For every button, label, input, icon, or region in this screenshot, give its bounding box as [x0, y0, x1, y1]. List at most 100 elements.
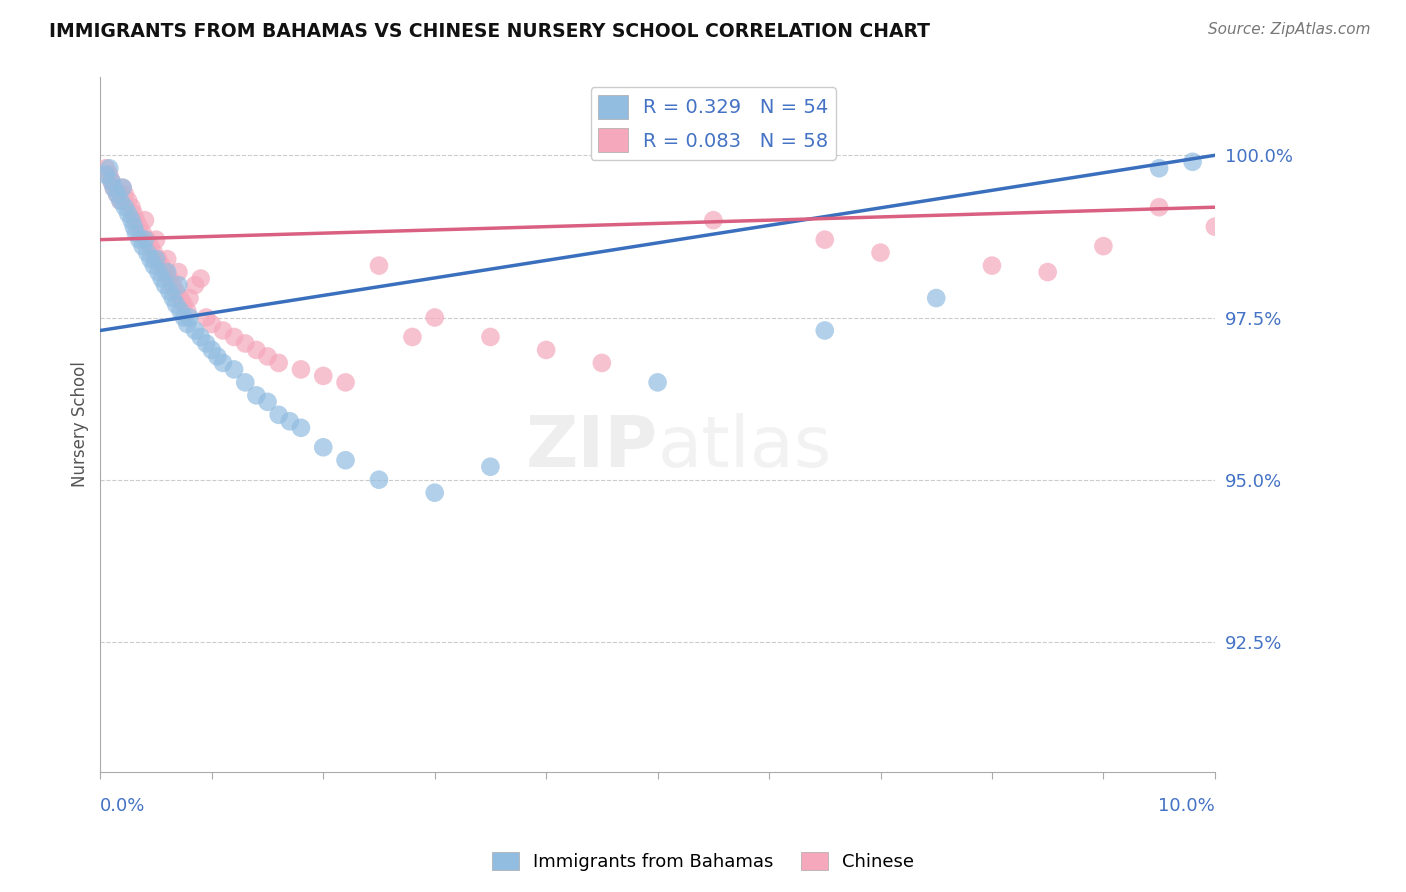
Point [184, 323, 207, 337]
Point [111, 180, 134, 194]
Point [1092, 239, 1115, 253]
Point [256, 350, 278, 364]
Point [981, 259, 1004, 273]
Point [233, 376, 256, 390]
Point [335, 376, 357, 390]
Point [1036, 265, 1059, 279]
Point [162, 278, 184, 293]
Point [98, 161, 121, 176]
Point [245, 343, 267, 357]
Point [145, 233, 167, 247]
Text: IMMIGRANTS FROM BAHAMAS VS CHINESE NURSERY SCHOOL CORRELATION CHART: IMMIGRANTS FROM BAHAMAS VS CHINESE NURSE… [49, 22, 931, 41]
Point [94, 161, 117, 176]
Point [139, 252, 162, 266]
Point [105, 187, 128, 202]
Point [142, 245, 165, 260]
Point [122, 219, 145, 234]
Point [173, 310, 195, 325]
Point [165, 297, 187, 311]
Point [110, 194, 132, 208]
Point [423, 485, 446, 500]
Point [176, 317, 198, 331]
Point [267, 356, 290, 370]
Point [117, 207, 139, 221]
Point [136, 245, 159, 260]
Point [103, 180, 125, 194]
Point [125, 213, 148, 227]
Point [1204, 219, 1226, 234]
Point [233, 336, 256, 351]
Point [134, 213, 156, 227]
Point [105, 187, 128, 202]
Point [156, 265, 179, 279]
Point [278, 414, 301, 428]
Text: 10.0%: 10.0% [1159, 797, 1215, 814]
Point [142, 259, 165, 273]
Point [245, 388, 267, 402]
Point [1147, 200, 1170, 214]
Point [479, 459, 502, 474]
Text: 0.0%: 0.0% [100, 797, 146, 814]
Point [128, 219, 150, 234]
Point [139, 239, 162, 253]
Point [179, 310, 201, 325]
Point [134, 233, 156, 247]
Point [222, 362, 245, 376]
Point [159, 271, 181, 285]
Point [195, 336, 218, 351]
Point [702, 213, 724, 227]
Point [647, 376, 669, 390]
Y-axis label: Nursery School: Nursery School [72, 361, 89, 488]
Point [136, 233, 159, 247]
Point [121, 213, 143, 227]
Point [114, 200, 136, 214]
Point [125, 226, 148, 240]
Point [173, 297, 195, 311]
Point [150, 259, 173, 273]
Point [167, 278, 190, 293]
Legend: R = 0.329   N = 54, R = 0.083   N = 58: R = 0.329 N = 54, R = 0.083 N = 58 [591, 87, 837, 160]
Point [1181, 154, 1204, 169]
Point [222, 330, 245, 344]
Point [148, 265, 170, 279]
Point [335, 453, 357, 467]
Point [207, 350, 229, 364]
Point [256, 395, 278, 409]
Point [111, 180, 134, 194]
Point [162, 291, 184, 305]
Point [312, 368, 335, 383]
Point [195, 310, 218, 325]
Point [814, 323, 837, 337]
Point [212, 356, 235, 370]
Text: atlas: atlas [658, 413, 832, 482]
Point [100, 174, 122, 188]
Point [290, 362, 312, 376]
Point [184, 278, 207, 293]
Point [169, 291, 191, 305]
Point [368, 259, 391, 273]
Point [212, 323, 235, 337]
Point [167, 265, 190, 279]
Point [1147, 161, 1170, 176]
Point [148, 252, 170, 266]
Point [176, 304, 198, 318]
Point [179, 291, 201, 305]
Legend: Immigrants from Bahamas, Chinese: Immigrants from Bahamas, Chinese [485, 845, 921, 879]
Point [131, 226, 153, 240]
Point [169, 304, 191, 318]
Point [423, 310, 446, 325]
Point [290, 421, 312, 435]
Point [312, 440, 335, 454]
Point [401, 330, 423, 344]
Point [925, 291, 948, 305]
Point [159, 285, 181, 299]
Point [190, 330, 212, 344]
Point [368, 473, 391, 487]
Point [145, 252, 167, 266]
Point [591, 356, 613, 370]
Point [201, 343, 224, 357]
Point [131, 239, 153, 253]
Point [100, 174, 122, 188]
Text: ZIP: ZIP [526, 413, 658, 482]
Point [153, 265, 176, 279]
